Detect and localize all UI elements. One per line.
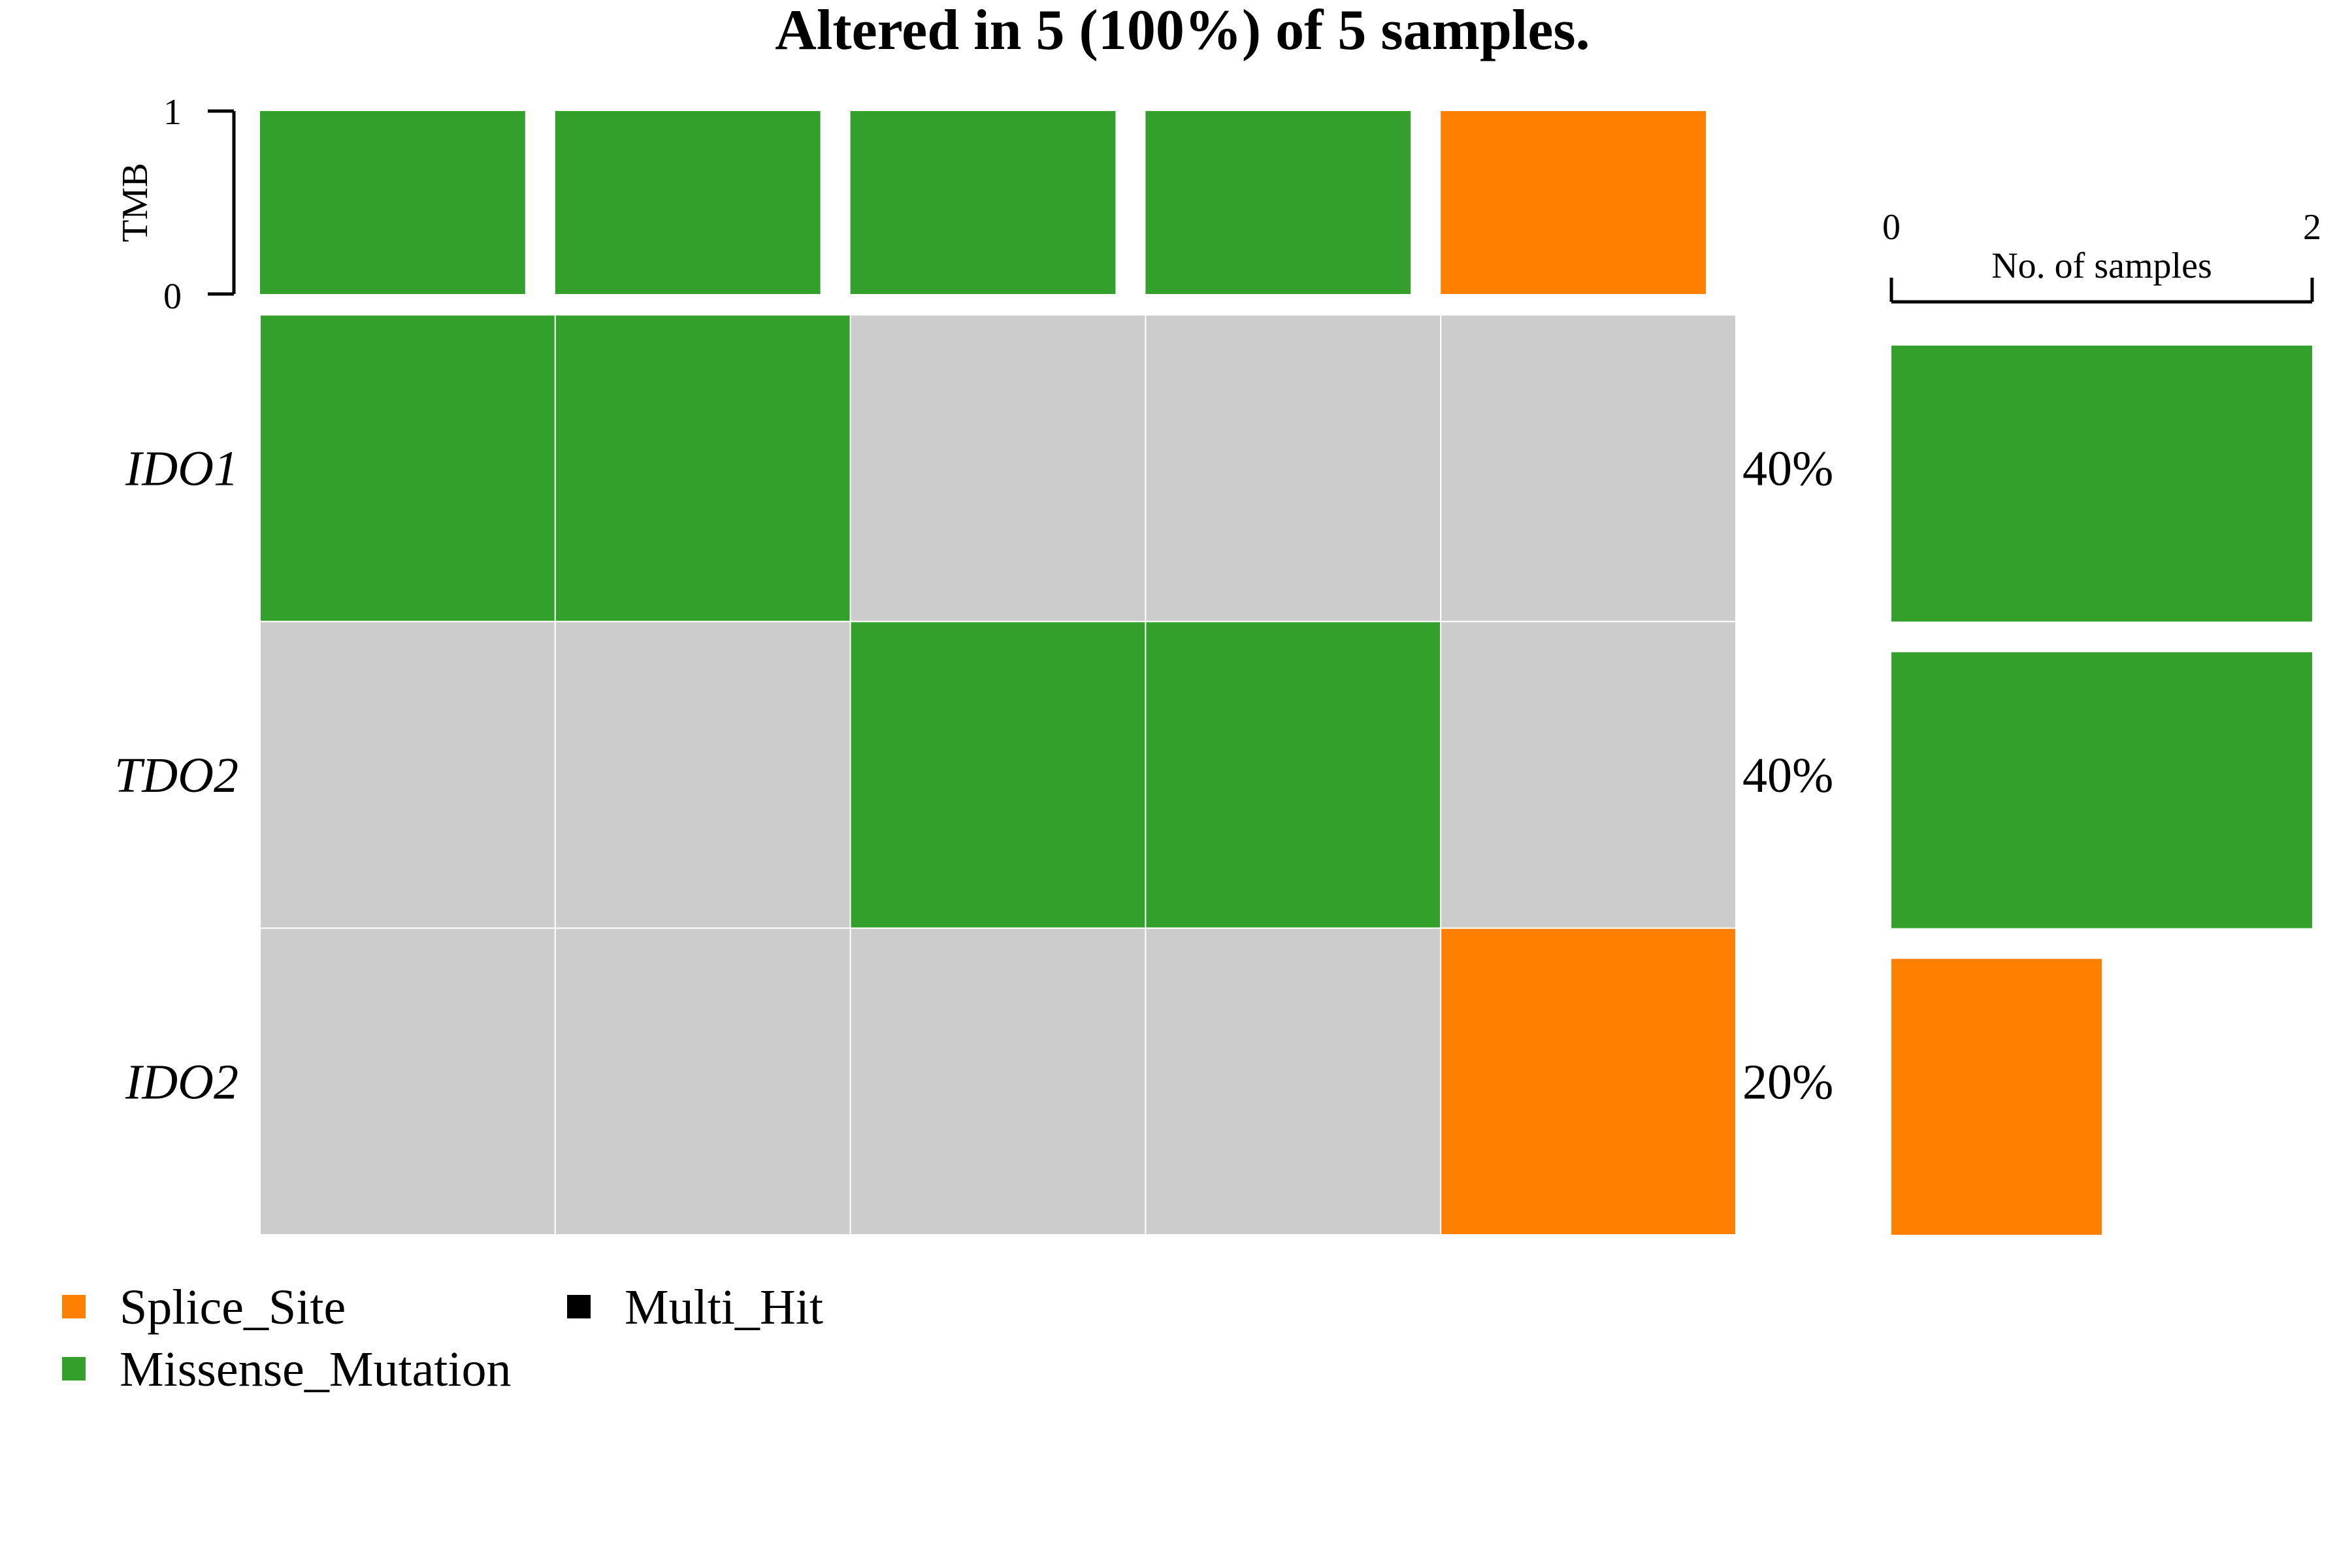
legend-swatch: [62, 1295, 86, 1318]
oncoplot-cell: [259, 927, 556, 1235]
percent-label: 40%: [1742, 748, 1833, 803]
side-axis-label: No. of samples: [1991, 246, 2212, 286]
oncoplot-cell: [259, 621, 556, 929]
sample-count-bar: [1891, 346, 2312, 622]
sample-count-bars: [1891, 346, 2312, 1235]
tmb-tick-label-top: 1: [163, 92, 182, 133]
percent-label: 40%: [1742, 442, 1833, 497]
oncoplot-cell: [1440, 927, 1737, 1235]
tmb-axis: 1 0 TMB: [115, 92, 236, 317]
gene-label: TDO2: [114, 748, 238, 803]
oncoplot-cell: [1145, 314, 1442, 623]
oncoplot-cell: [849, 314, 1147, 623]
oncoplot-grid: [259, 314, 1737, 1235]
oncoplot-cell: [554, 927, 851, 1235]
oncoplot-cell: [1440, 621, 1737, 929]
oncoplot-cell: [849, 621, 1147, 929]
legend: Splice_Site Missense_Mutation Multi_Hit: [62, 1280, 823, 1397]
oncoplot-cell: [259, 314, 556, 623]
percent-label: 20%: [1742, 1054, 1833, 1109]
sample-count-bar: [1891, 652, 2312, 928]
oncoplot-cell: [1145, 621, 1442, 929]
tmb-bar: [1145, 111, 1411, 294]
legend-swatch: [567, 1295, 591, 1318]
sample-count-axis: 0 2 No. of samples: [1882, 207, 2321, 304]
oncoplot-cell: [554, 621, 851, 929]
gene-labels: IDO1 TDO2 IDO2: [114, 442, 238, 1110]
chart-title: Altered in 5 (100%) of 5 samples.: [775, 0, 1590, 62]
oncoplot-cell: [1145, 927, 1442, 1235]
side-tick-label-left: 0: [1882, 207, 1901, 248]
legend-label: Missense_Mutation: [120, 1342, 512, 1397]
legend-swatch: [62, 1357, 86, 1380]
percent-labels: 40% 40% 20%: [1742, 442, 1833, 1110]
tmb-bar: [850, 111, 1116, 294]
tmb-bar: [555, 111, 821, 294]
oncoplot-cell: [849, 927, 1147, 1235]
legend-label: Splice_Site: [120, 1280, 346, 1335]
gene-label: IDO1: [125, 442, 238, 497]
tmb-bar: [1441, 111, 1706, 294]
oncoplot-cell: [554, 314, 851, 623]
oncoplot-cell: [1440, 314, 1737, 623]
tmb-tick-label-bottom: 0: [163, 276, 182, 317]
gene-label: IDO2: [125, 1054, 238, 1109]
tmb-axis-label: TMB: [115, 163, 155, 242]
side-tick-label-right: 2: [2303, 207, 2321, 248]
tmb-bar: [260, 111, 525, 294]
tmb-bars: [260, 111, 1706, 294]
sample-count-bar: [1891, 958, 2102, 1235]
legend-label: Multi_Hit: [625, 1280, 823, 1335]
